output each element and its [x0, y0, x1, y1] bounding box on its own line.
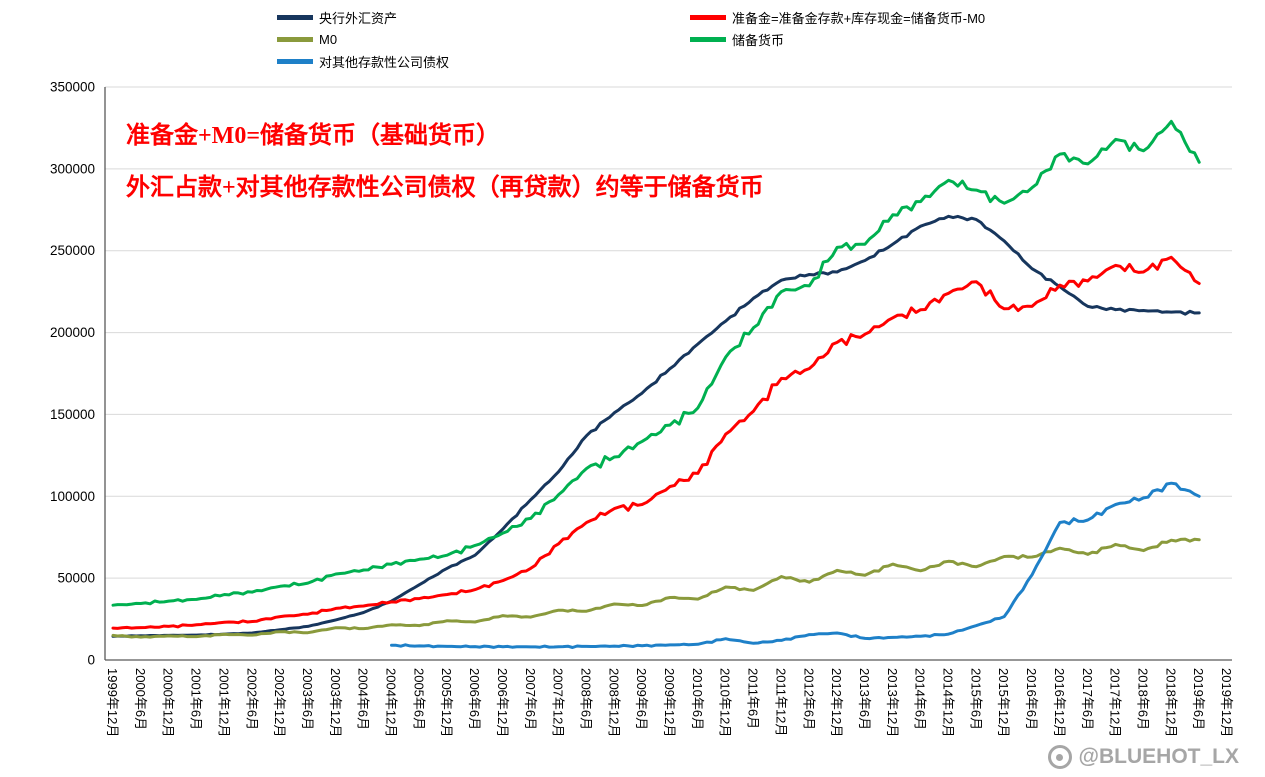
x-tick-label: 2018年6月 — [1135, 668, 1150, 730]
x-tick-label: 2010年12月 — [718, 668, 733, 737]
legend-marker-claims-odc — [277, 58, 313, 64]
legend-marker-reserve-money — [690, 36, 726, 42]
x-tick-label: 2018年12月 — [1163, 668, 1178, 737]
series-line-2 — [111, 537, 1201, 639]
legend-label-reserve-money: 储备货币 — [732, 32, 785, 48]
x-tick-label: 2019年12月 — [1219, 668, 1234, 737]
x-tick-label: 2002年12月 — [272, 668, 287, 737]
x-tick-label: 2008年12月 — [606, 668, 621, 737]
series-line-0 — [111, 214, 1201, 638]
y-tick-label: 350000 — [50, 80, 95, 95]
y-tick-label: 100000 — [50, 489, 95, 504]
annotation-line-2: 外汇占款+对其他存款性公司债权（再贷款）约等于储备货币 — [126, 175, 764, 201]
y-tick-label: 0 — [87, 653, 95, 668]
x-tick-label: 2013年6月 — [857, 668, 872, 730]
x-tick-label: 2007年6月 — [523, 668, 538, 730]
x-tick-label: 2010年6月 — [690, 668, 705, 730]
x-tick-label: 2006年6月 — [467, 668, 482, 730]
x-tick-label: 2011年6月 — [746, 668, 761, 729]
x-tick-label: 2014年12月 — [941, 668, 956, 737]
legend-label-claims-odc: 对其他存款性公司债权 — [319, 54, 450, 70]
camera-logo-icon — [1047, 745, 1072, 769]
legend-marker-reserves — [690, 14, 726, 20]
legend-marker-m0 — [277, 36, 313, 42]
y-tick-label: 50000 — [57, 571, 95, 586]
series-line-3 — [111, 119, 1201, 607]
legend-column-left: 央行外汇资产 M0 对其他存款性公司债权 — [277, 6, 449, 72]
x-tick-label: 2016年6月 — [1024, 668, 1039, 730]
y-tick-label: 150000 — [50, 407, 95, 422]
x-tick-label: 2009年12月 — [662, 668, 677, 737]
x-tick-label: 2014年6月 — [913, 668, 928, 730]
legend-item-claims-odc: 对其他存款性公司债权 — [277, 50, 449, 72]
x-tick-label: 2015年12月 — [996, 668, 1011, 737]
x-tick-label: 2012年12月 — [829, 668, 844, 737]
x-tick-label: 2012年6月 — [801, 668, 816, 730]
annotation-line-1: 准备金+M0=储备货币（基础货币） — [126, 123, 501, 149]
x-tick-label: 2009年6月 — [634, 668, 649, 730]
x-tick-label: 2013年12月 — [885, 668, 900, 737]
x-tick-label: 2002年6月 — [244, 668, 259, 730]
y-tick-label: 300000 — [50, 161, 95, 176]
legend-item-reserve-money: 储备货币 — [690, 28, 985, 50]
x-tick-label: 2007年12月 — [551, 668, 566, 737]
x-tick-label: 2016年12月 — [1052, 668, 1067, 737]
x-tick-label: 2015年6月 — [968, 668, 983, 730]
x-tick-label: 2004年6月 — [356, 668, 371, 730]
legend-label-m0: M0 — [319, 31, 338, 47]
watermark: @BLUEHOT_LX — [1047, 745, 1239, 769]
y-tick-label: 250000 — [50, 243, 95, 258]
y-tick-label: 200000 — [50, 325, 95, 340]
x-tick-label: 2000年12月 — [161, 668, 176, 737]
legend-item-m0: M0 — [277, 28, 449, 50]
x-tick-label: 2005年6月 — [411, 668, 426, 730]
series-line-1 — [111, 255, 1201, 630]
watermark-text: @BLUEHOT_LX — [1078, 745, 1239, 768]
x-tick-label: 2017年6月 — [1080, 668, 1095, 730]
x-tick-label: 2005年12月 — [439, 668, 454, 737]
x-tick-label: 2008年6月 — [578, 668, 593, 730]
x-tick-label: 2003年6月 — [300, 668, 315, 730]
x-tick-label: 1999年12月 — [105, 668, 120, 737]
x-tick-label: 2000年6月 — [133, 668, 148, 730]
x-tick-label: 2019年6月 — [1191, 668, 1206, 730]
legend-item-cb-fx-assets: 央行外汇资产 — [277, 6, 449, 28]
series-line-4 — [390, 481, 1201, 649]
chart-annotation: 准备金+M0=储备货币（基础货币） 外汇占款+对其他存款性公司债权（再贷款）约等… — [126, 110, 764, 214]
x-tick-label: 2011年12月 — [773, 668, 788, 736]
x-tick-label: 2001年6月 — [189, 668, 204, 730]
legend-label-cb-fx-assets: 央行外汇资产 — [319, 10, 398, 26]
x-tick-label: 2003年12月 — [328, 668, 343, 737]
x-tick-label: 2006年12月 — [495, 668, 510, 737]
x-tick-label: 2004年12月 — [384, 668, 399, 737]
legend-marker-cb-fx-assets — [277, 14, 313, 20]
x-tick-label: 2001年12月 — [216, 668, 231, 737]
legend-column-right: 准备金=准备金存款+库存现金=储备货币-M0 储备货币 — [690, 6, 985, 50]
x-tick-label: 2017年12月 — [1108, 668, 1123, 737]
legend-item-reserves: 准备金=准备金存款+库存现金=储备货币-M0 — [690, 6, 985, 28]
legend-label-reserves: 准备金=准备金存款+库存现金=储备货币-M0 — [732, 10, 986, 26]
